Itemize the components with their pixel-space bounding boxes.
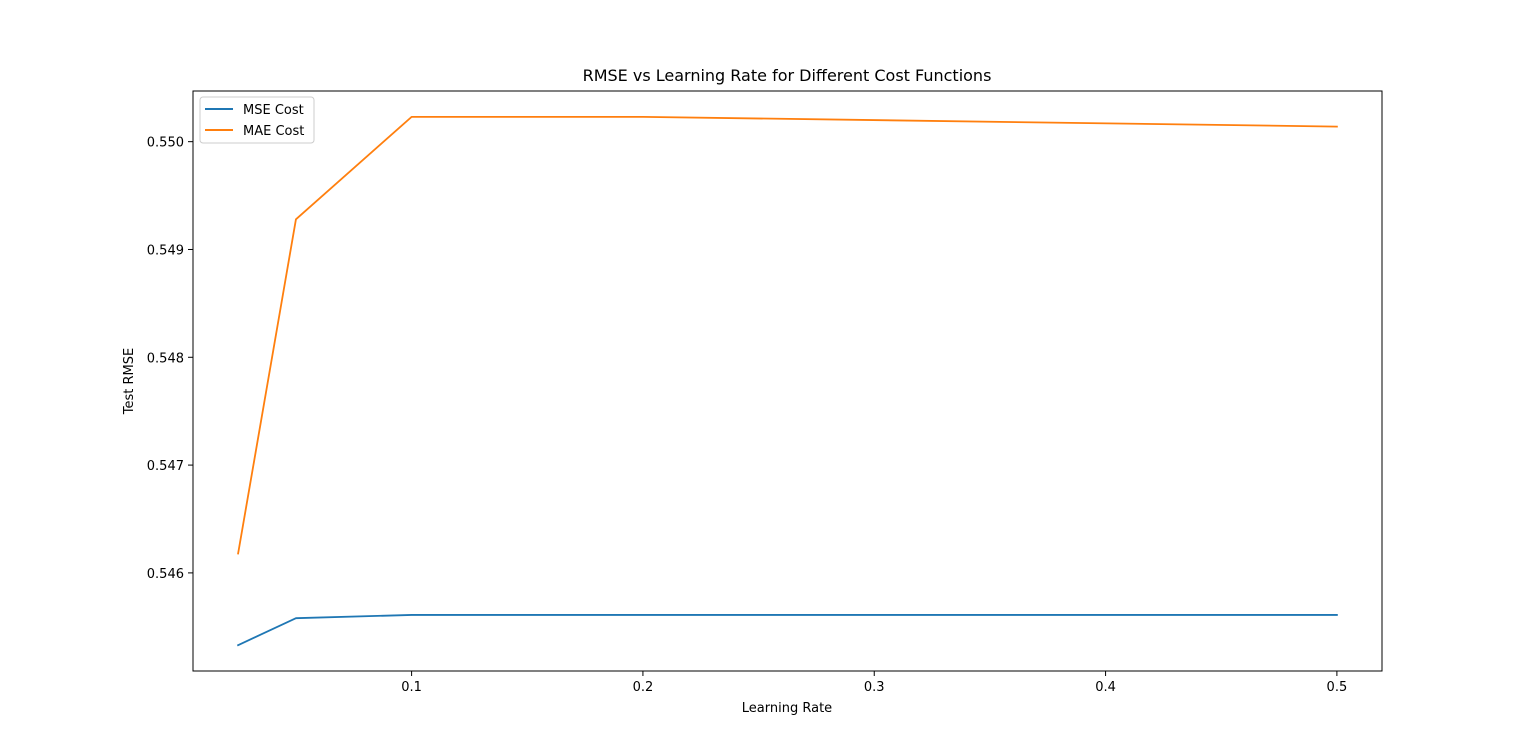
chart-title: RMSE vs Learning Rate for Different Cost… — [583, 66, 992, 85]
y-tick-label: 0.546 — [147, 567, 184, 582]
y-tick-label: 0.550 — [147, 136, 184, 151]
legend: MSE Cost MAE Cost — [199, 96, 315, 144]
x-tick-label: 0.3 — [864, 680, 885, 695]
series-line-mse-cost — [236, 614, 1338, 647]
plot-frame — [192, 90, 1383, 672]
y-tick-label: 0.548 — [147, 351, 184, 366]
y-tick-label: 0.547 — [147, 459, 184, 474]
series-group — [236, 115, 1338, 647]
y-axis-label: Test RMSE — [122, 348, 137, 415]
y-axis-ticks: 0.546 0.547 0.548 0.549 0.550 — [147, 136, 193, 582]
x-axis-ticks: 0.1 0.2 0.3 0.4 0.5 — [401, 671, 1347, 695]
x-tick-label: 0.5 — [1327, 680, 1348, 695]
x-tick-label: 0.2 — [633, 680, 654, 695]
x-axis-label: Learning Rate — [742, 701, 832, 716]
series-line-mae-cost — [237, 115, 1338, 555]
legend-label-mae: MAE Cost — [243, 124, 304, 139]
x-tick-label: 0.1 — [401, 680, 422, 695]
x-tick-label: 0.4 — [1095, 680, 1116, 695]
y-tick-label: 0.549 — [147, 243, 184, 258]
legend-label-mse: MSE Cost — [243, 103, 304, 118]
plot-area — [192, 90, 1383, 672]
